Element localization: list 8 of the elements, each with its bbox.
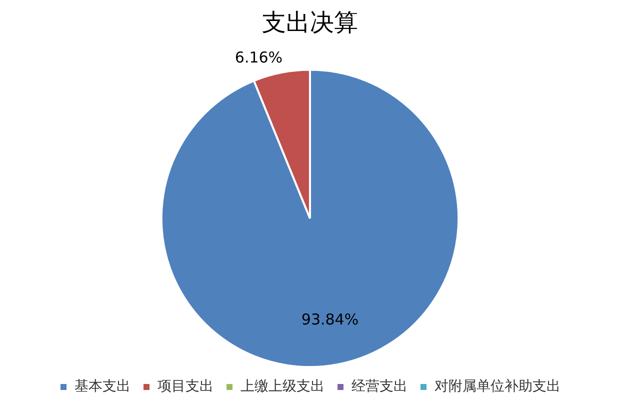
legend-label: 项目支出 [158,378,214,395]
legend-label: 上缴上级支出 [240,378,324,395]
legend-label: 经营支出 [352,378,408,395]
data-label: 6.16% [234,48,283,67]
chart-title: 支出决算 [262,8,358,37]
legend-label: 基本支出 [74,378,130,395]
legend-label: 对附属单位补助支出 [434,378,560,395]
data-label: 93.84% [301,310,359,328]
